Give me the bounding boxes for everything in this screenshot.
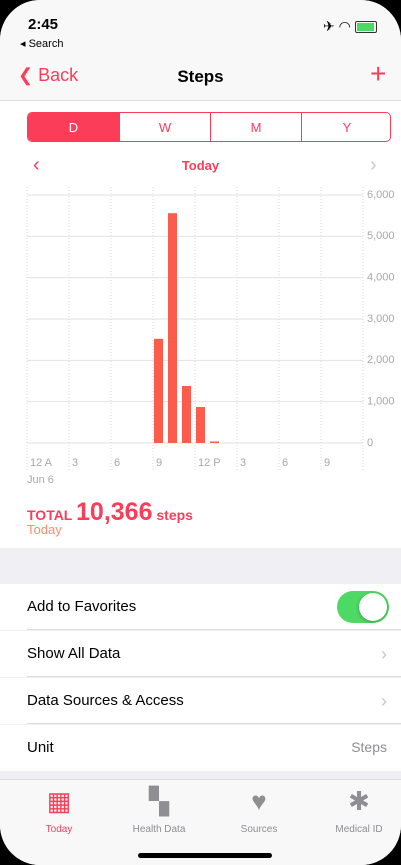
next[interactable]: › — [370, 154, 377, 176]
list-row[interactable]: Show All Data › — [0, 631, 401, 677]
row-label: Show All Data — [27, 645, 121, 662]
tab-label[interactable]: Sources — [240, 824, 278, 835]
row-label: Unit — [27, 739, 54, 756]
segment[interactable]: D — [28, 113, 119, 141]
total-value: 10,366 — [76, 498, 153, 526]
tab-icon[interactable]: ♥ — [251, 786, 267, 816]
separator — [27, 629, 401, 630]
row-label: Add to Favorites — [27, 598, 137, 615]
x-tick-label: 12 A — [30, 457, 53, 469]
tab-bar: ▦ Today ▚ Health Data ♥ Sources ✱ Medical ID — [0, 779, 401, 865]
y-tick-label: 3,000 — [367, 313, 395, 325]
x-tick-label: 9 — [324, 457, 330, 469]
summary: TOTAL 10,366 steps — [27, 498, 193, 527]
bar — [210, 441, 219, 443]
total-label: TOTAL — [27, 507, 73, 523]
back-button[interactable]: ❮ Back — [18, 65, 79, 85]
x-tick-label: 3 — [72, 457, 78, 469]
bar — [196, 407, 205, 443]
row-value: Steps — [351, 739, 387, 755]
home-indicator — [138, 853, 272, 858]
segment[interactable]: W — [119, 113, 210, 141]
status-icons: ✈ ◠ — [323, 18, 377, 35]
y-tick-label: 2,000 — [367, 354, 395, 366]
period: Today — [181, 158, 220, 173]
x-tick-label: 9 — [156, 457, 162, 469]
tab-label[interactable]: Health Data — [132, 824, 186, 835]
list-row[interactable]: Unit Steps — [0, 725, 401, 771]
y-tick-label: 1,000 — [367, 396, 395, 408]
chevron: › — [381, 644, 387, 664]
list-row[interactable]: Add to Favorites — [0, 584, 401, 630]
x-tick-label: 6 — [282, 457, 288, 469]
bar — [154, 338, 163, 443]
x-tick-label: 3 — [240, 457, 246, 469]
y-tick-label: 5,000 — [367, 230, 395, 242]
tab-icon[interactable]: ✱ — [348, 786, 370, 816]
header: 2:45 ◂ Search ✈ ◠ ❮ Back Steps + — [0, 0, 401, 101]
chart: 0 1,000 2,000 3,000 4,000 5,000 6,000 12 A 3 6 9 12… — [26, 187, 395, 486]
row-label: Data Sources & Access — [27, 692, 184, 709]
y-tick-label: 6,000 — [367, 189, 395, 201]
x-tick-label: 6 — [114, 457, 120, 469]
tab-icon[interactable]: ▦ — [46, 786, 72, 816]
x-tick-label: 12 P — [198, 457, 221, 469]
toggle-knob — [359, 593, 387, 621]
separator — [27, 723, 401, 724]
tab-label[interactable]: Today — [45, 824, 73, 835]
summary-period: Today — [27, 522, 62, 537]
segment[interactable]: Y — [301, 113, 390, 141]
list-row[interactable]: Data Sources & Access › — [0, 678, 401, 724]
tab-label[interactable]: Medical ID — [335, 824, 383, 835]
prev[interactable]: ‹ — [33, 154, 40, 176]
bar — [168, 213, 177, 443]
y-tick-label: 4,000 — [367, 272, 395, 284]
time: 2:45 — [28, 16, 59, 33]
bar — [182, 385, 191, 443]
y-tick-label: 0 — [367, 437, 373, 449]
tab-icon[interactable]: ▚ — [149, 786, 169, 816]
segment[interactable]: M — [210, 113, 301, 141]
back-app[interactable]: ◂ Search — [20, 38, 64, 50]
separator — [27, 676, 401, 677]
nav-title: Steps — [177, 67, 224, 86]
toggle[interactable] — [337, 591, 389, 623]
add-button[interactable]: + — [370, 58, 387, 89]
date-label: Jun 6 — [27, 474, 54, 486]
back-label[interactable]: Back — [38, 65, 79, 85]
chevron: › — [381, 691, 387, 711]
total-unit: steps — [156, 507, 193, 523]
